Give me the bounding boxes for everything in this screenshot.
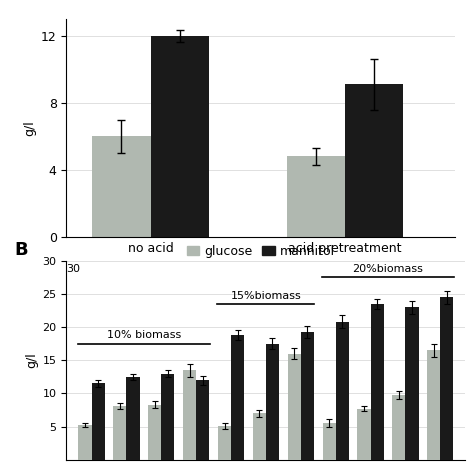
Bar [196, 380, 209, 460]
Bar [392, 395, 405, 460]
Bar [113, 406, 127, 460]
Bar [218, 426, 231, 460]
Bar [287, 156, 345, 237]
Bar [345, 84, 403, 237]
Bar [161, 374, 174, 460]
Legend: glucose, mannitol: glucose, mannitol [182, 240, 340, 263]
Bar [405, 307, 419, 460]
Text: 15%biomass: 15%biomass [230, 291, 301, 301]
Text: 20%biomass: 20%biomass [353, 264, 423, 274]
Bar [266, 344, 279, 460]
Y-axis label: g/l: g/l [24, 120, 36, 136]
Y-axis label: g/l: g/l [25, 352, 38, 368]
Text: 30: 30 [66, 264, 81, 274]
Bar [183, 370, 196, 460]
Bar [151, 36, 209, 237]
Bar [371, 304, 383, 460]
Bar [79, 425, 91, 460]
Bar [91, 383, 105, 460]
Text: 10% biomass: 10% biomass [107, 330, 181, 340]
Bar [357, 409, 371, 460]
Bar [323, 423, 336, 460]
Bar [336, 322, 349, 460]
Bar [288, 354, 301, 460]
Bar [127, 377, 139, 460]
Bar [440, 297, 453, 460]
Text: B: B [15, 241, 28, 259]
Bar [427, 350, 440, 460]
Bar [301, 332, 314, 460]
Bar [253, 413, 266, 460]
Bar [92, 137, 151, 237]
Bar [148, 405, 161, 460]
Bar [231, 335, 244, 460]
